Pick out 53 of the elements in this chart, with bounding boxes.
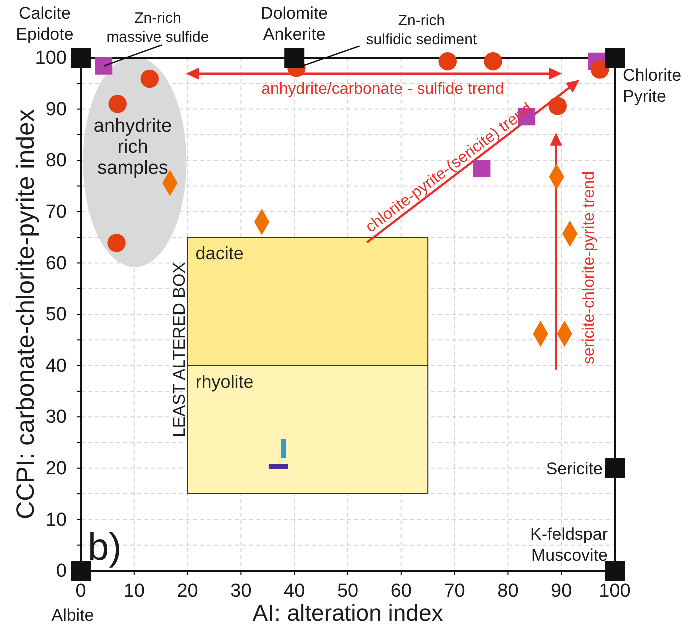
point [95,58,113,75]
point [71,48,91,68]
x-tick-label: 10 [124,581,145,602]
x-tick-label: 90 [551,581,572,602]
data-label: K-feldspar Muscovite [530,525,608,565]
y-tick-label: 40 [46,356,67,377]
y-tick-label: 50 [46,304,67,326]
y-tick-label: 70 [46,202,67,223]
x-tick-label: 100 [599,581,631,602]
annotation: LEAST ALTERED BOX [170,262,189,438]
point [605,458,625,478]
data-label: Albite [52,606,94,625]
y-axis-title: CCPI: carbonate-chlorite-pyrite index [12,109,40,520]
annotation: b) [88,527,122,569]
data-label: Dolomite Ankerite [261,4,328,44]
series-label: dacite [196,244,244,264]
y-tick-label: 0 [56,561,67,582]
annotation: anhydrite rich samples [94,116,172,179]
point [605,561,625,581]
x-axis-title: AI: alteration index [252,600,444,626]
point [140,70,159,88]
point [590,60,610,79]
x-tick-label: 60 [390,581,412,602]
point [108,234,126,252]
point [438,52,457,71]
y-tick-label: 60 [46,253,67,274]
x-tick-label: 80 [498,581,519,602]
data-label: Chlorite Pyrite [623,66,682,106]
y-tick-label: 20 [46,458,67,480]
point [284,48,305,68]
annotation: anhydrite/carbonate - sulfide trend [262,81,504,98]
x-tick-label: 30 [230,581,252,602]
y-tick-label: 90 [46,99,67,120]
x-tick-label: 40 [284,581,306,602]
y-tick-label: 80 [46,150,67,172]
point [484,52,502,71]
point [548,97,567,116]
annotation: Zn-rich massive sulfide [106,10,210,46]
data-label: Calcite Epidote [16,4,74,44]
data-label: Sericite [546,459,603,478]
point [71,561,91,581]
y-tick-label: 100 [35,48,67,70]
x-tick-label: 50 [337,581,359,602]
x-tick-label: 20 [177,581,198,602]
x-tick-label: 70 [444,581,466,602]
x-tick-label: 0 [76,581,86,602]
point [108,95,127,114]
annotation: sericite-chlorite-pyrite trend [581,172,598,364]
annotation: Zn-rich sulfidic sediment [366,12,478,48]
series-label: rhyolite [196,372,254,392]
y-tick-label: 10 [46,510,67,531]
y-tick-label: 30 [46,407,67,428]
point [605,48,625,68]
